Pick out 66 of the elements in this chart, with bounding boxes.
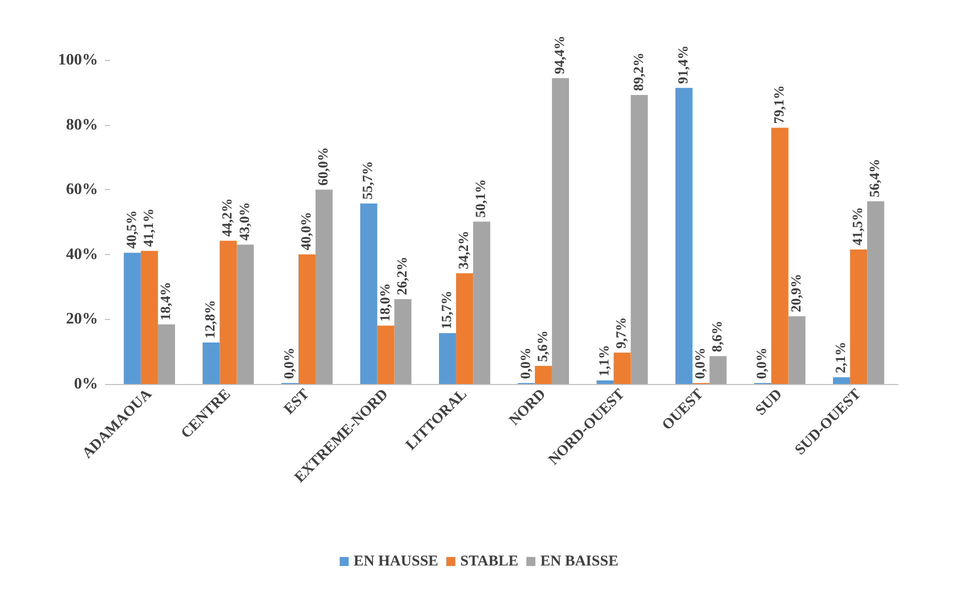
bar: [220, 240, 237, 384]
bar: [850, 250, 868, 384]
data-label: 20,9%: [789, 274, 804, 312]
bar: [158, 324, 176, 384]
data-label: 0,0%: [755, 348, 770, 379]
data-label: 56,4%: [868, 158, 884, 198]
bar: [377, 326, 394, 384]
data-label: 55,7%: [361, 161, 376, 200]
bar: [596, 380, 614, 384]
data-label: 43,0%: [238, 202, 253, 241]
legend-label: EN BAISSE: [540, 554, 618, 570]
legend-label: STABLE: [460, 554, 518, 570]
y-tick-label: 100%: [58, 52, 98, 68]
data-label: 5,6%: [536, 330, 551, 362]
data-label: 26,2%: [395, 256, 410, 296]
bar: [867, 201, 884, 384]
data-label: 50,1%: [474, 179, 490, 218]
legend-label: EN HAUSSE: [354, 554, 438, 570]
y-tick-label: 0%: [74, 376, 98, 392]
bar: [832, 377, 850, 384]
data-label: 79,1%: [772, 85, 788, 124]
data-label: 0,0%: [282, 348, 298, 379]
y-tick-label: 60%: [66, 181, 98, 198]
data-label: 94,4%: [552, 36, 568, 74]
data-label: 41,1%: [142, 208, 157, 247]
bar: [771, 128, 788, 384]
y-tick-label: 20%: [66, 310, 98, 328]
data-label: 18,0%: [378, 283, 394, 322]
bar: [298, 254, 316, 384]
bar: [675, 88, 692, 384]
y-tick-label: 80%: [66, 116, 98, 134]
bar: [473, 222, 490, 384]
data-label: 12,8%: [204, 300, 219, 339]
data-label: 15,7%: [440, 290, 456, 330]
bar: [710, 356, 727, 384]
data-label: 2,1%: [834, 342, 850, 374]
data-label: 60,0%: [316, 147, 332, 186]
bar: [202, 342, 220, 384]
data-label: 89,2%: [632, 52, 647, 91]
data-label: 91,4%: [676, 45, 692, 84]
data-label: 1,1%: [598, 344, 613, 376]
x-tick-label: SUD: [752, 386, 786, 419]
bar: [124, 252, 141, 384]
bar: [534, 366, 552, 384]
data-label: 40,5%: [124, 210, 140, 249]
bar: [552, 78, 570, 384]
bar: [140, 250, 158, 384]
data-label: 0,0%: [518, 348, 534, 379]
bar: [316, 190, 333, 384]
data-label: 44,2%: [220, 198, 236, 237]
data-label: 9,7%: [614, 317, 630, 349]
data-label: 18,4%: [158, 282, 174, 320]
bar: [788, 316, 806, 384]
bar: [236, 244, 254, 384]
data-label: 40,0%: [300, 212, 314, 250]
data-label: 8,6%: [710, 320, 726, 352]
bar: [456, 273, 474, 384]
data-label: 0,0%: [694, 348, 708, 379]
data-label: 34,2%: [457, 230, 472, 270]
bar: [438, 333, 456, 384]
bar: [360, 204, 378, 384]
bar: [614, 352, 631, 384]
bar: [630, 94, 648, 384]
data-label: 41,5%: [851, 207, 866, 246]
y-tick-label: 40%: [66, 246, 98, 263]
bar: [394, 299, 412, 384]
